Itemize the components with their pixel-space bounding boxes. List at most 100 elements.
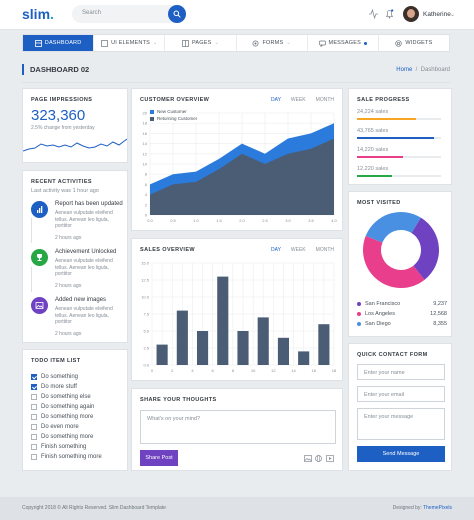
todo-checkbox[interactable] [31, 384, 37, 390]
chevron-down-icon: ⌄ [214, 40, 219, 46]
y-tick-label: 5.0 [143, 329, 149, 334]
impressions-value: 323,360 [31, 107, 86, 124]
todo-item[interactable]: Finish something [31, 444, 86, 450]
nav-ui-elements[interactable]: UI ELEMENTS ⌄ [94, 35, 166, 51]
donut-slice [411, 217, 439, 280]
breadcrumb-home[interactable]: Home [396, 67, 413, 73]
todo-item[interactable]: Do even more [31, 424, 79, 430]
chevron-down-icon[interactable]: ⌄ [450, 12, 456, 18]
video-icon[interactable] [326, 455, 334, 464]
card-title: SALES OVERVIEW [140, 247, 196, 253]
todo-label: Do more stuff [41, 384, 77, 390]
y-tick-label: 12.5 [141, 278, 150, 283]
tab-week[interactable]: WEEK [290, 247, 306, 253]
x-tick-label: 0 [151, 368, 154, 373]
card-title: SALE PROGRESS [357, 97, 410, 103]
period-tabs: DAY WEEK MONTH [271, 97, 334, 103]
x-tick-label: 8 [232, 368, 235, 373]
todo-checkbox[interactable] [31, 444, 37, 450]
footer: Copyright 2018 © All Rights Reserved. Sl… [0, 497, 474, 520]
bell-icon[interactable] [385, 9, 394, 21]
image-icon[interactable] [304, 455, 312, 464]
legend-swatch [150, 109, 154, 114]
logo[interactable]: slim. [22, 6, 54, 22]
search-input[interactable]: Search [82, 10, 102, 16]
email-field[interactable]: Enter your email [357, 386, 445, 402]
activity-icon[interactable] [369, 8, 378, 21]
todo-checkbox[interactable] [31, 404, 37, 410]
donut-slice [363, 235, 425, 288]
activities-subtitle: Last activity was 1 hour ago [31, 188, 99, 194]
todo-item[interactable]: Do something more [31, 434, 93, 440]
todo-item[interactable]: Do something else [31, 394, 91, 400]
activity-title: Achievement Unlocked [55, 249, 117, 255]
todo-checkbox[interactable] [31, 454, 37, 460]
legend-dot [357, 301, 361, 306]
legend-item: New Customer [150, 109, 197, 114]
progress-fill [357, 118, 416, 120]
todo-checkbox[interactable] [31, 424, 37, 430]
post-textarea[interactable]: What's on your mind? [140, 410, 336, 444]
nav-pages[interactable]: PAGES ⌄ [165, 35, 237, 51]
avatar[interactable] [403, 6, 419, 22]
designer-link[interactable]: ThemePixels [423, 505, 452, 511]
y-tick-label: 18 [143, 121, 148, 126]
todo-label: Do something more [41, 434, 94, 440]
tab-week[interactable]: WEEK [290, 97, 306, 103]
message-field[interactable]: Enter your message [357, 408, 445, 440]
donut-slice [365, 212, 421, 243]
progress-label: 12,220 sales [357, 166, 389, 172]
todo-item[interactable]: Do something [31, 374, 78, 380]
x-tick-label: 0.5 [170, 218, 176, 223]
activity-desc: Aenean vulputate eleifend tellus. Aenean… [55, 306, 113, 325]
activity-item[interactable]: Achievement Unlocked Aenean vulputate el… [31, 249, 121, 294]
todo-item[interactable]: Do something more [31, 414, 93, 420]
chevron-down-icon: ⌄ [153, 40, 158, 46]
user-name[interactable]: Katherine [423, 11, 451, 18]
todo-checkbox[interactable] [31, 374, 37, 380]
todo-checkbox[interactable] [31, 434, 37, 440]
name-field[interactable]: Enter your name [357, 364, 445, 380]
tab-day[interactable]: DAY [271, 97, 281, 103]
most-visited-card: MOST VISITED San Francisco 9,237 Los Angel… [348, 191, 452, 337]
search-box[interactable]: Search [72, 5, 186, 23]
sales-overview-card: SALES OVERVIEW DAY WEEK MONTH 0.0 2.5 5.0 7… [131, 238, 343, 381]
search-button[interactable] [168, 5, 186, 23]
bar [237, 331, 249, 365]
sales-bar-chart: 0.0 2.5 5.0 7.5 10.0 12.5 15.0 0 2 4 6 8 10 12 14 16 18 [141, 261, 337, 374]
todo-label: Finish something [41, 444, 87, 450]
todo-item[interactable]: Do more stuff [31, 384, 77, 390]
progress-fill [357, 156, 404, 158]
nav-messages[interactable]: MESSAGES [308, 35, 379, 51]
y-tick-label: 0.0 [143, 363, 149, 368]
nav-forms[interactable]: FORMS ⌄ [237, 35, 308, 51]
nav-dashboard[interactable]: DASHBOARD [23, 35, 95, 51]
tab-day[interactable]: DAY [271, 247, 281, 253]
nav-widgets[interactable]: WIDGETS [379, 35, 449, 51]
main-nav: DASHBOARD UI ELEMENTS ⌄ PAGES ⌄ FORMS ⌄ MES… [22, 34, 450, 52]
todo-label: Finish something more [41, 454, 102, 460]
tab-month[interactable]: MONTH [315, 97, 334, 103]
x-tick-label: 14 [291, 368, 296, 373]
send-message-button[interactable]: Send Message [357, 446, 445, 462]
todo-checkbox[interactable] [31, 414, 37, 420]
impressions-card: PAGE IMPRESSIONS 323,360 2.5% change fro… [22, 88, 128, 163]
bar [217, 276, 229, 365]
visited-item: San Diego 8,355 [357, 321, 447, 327]
y-tick-label: 2 [145, 202, 148, 207]
activity-item[interactable]: Added new images Aenean vulputate eleife… [31, 297, 121, 342]
y-tick-label: 0 [145, 213, 148, 218]
tab-month[interactable]: MONTH [315, 247, 334, 253]
todo-checkbox[interactable] [31, 394, 37, 400]
share-post-button[interactable]: Share Post [140, 450, 178, 466]
todo-item[interactable]: Finish something more [31, 454, 102, 460]
activity-item[interactable]: Report has been updated Aenean vulputate… [31, 201, 123, 246]
search-icon [173, 10, 181, 18]
progress-bar [357, 118, 441, 120]
y-tick-label: 14 [143, 141, 148, 146]
progress-fill [357, 137, 435, 139]
copyright: Copyright 2018 © All Rights Reserved. Sl… [22, 505, 166, 511]
todo-item[interactable]: Do something again [31, 404, 94, 410]
x-tick-label: 0.0 [147, 218, 153, 223]
globe-icon[interactable] [315, 455, 322, 464]
